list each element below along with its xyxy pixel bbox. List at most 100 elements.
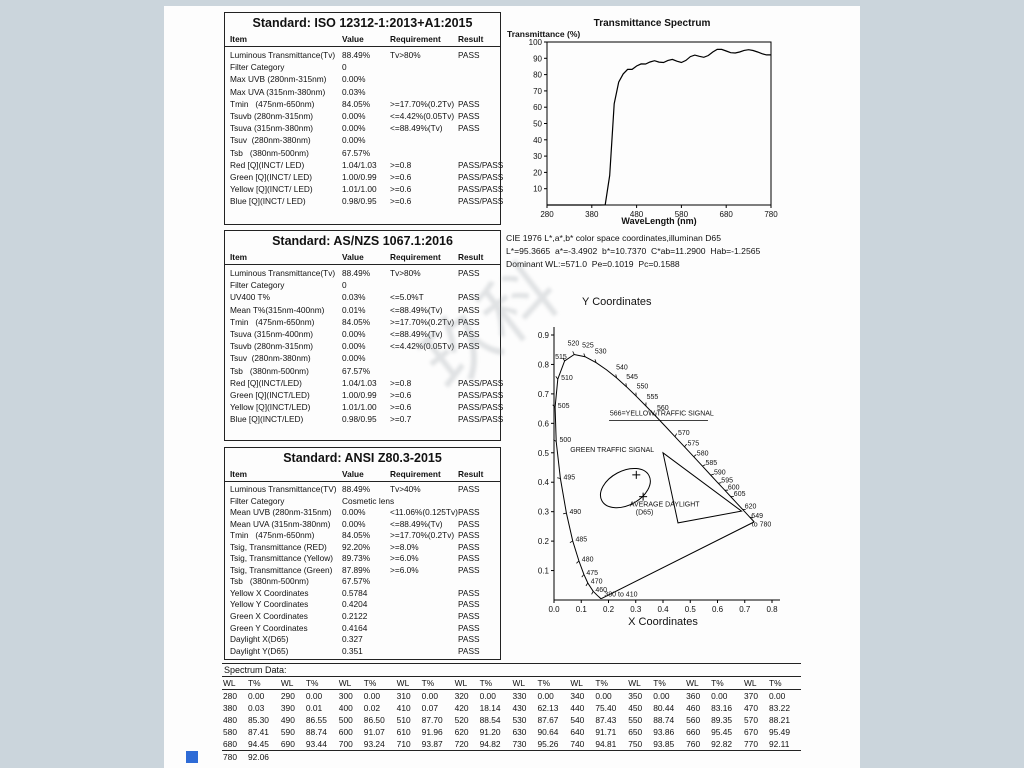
table-cell: Red [Q](INCT/LED) bbox=[230, 377, 302, 388]
spectrum-cell: 92.06 bbox=[248, 752, 269, 762]
table-row: Green X Coordinates 0.2122 PASS bbox=[225, 611, 500, 623]
table-cell: 87.89% bbox=[342, 564, 371, 575]
y-tick-label: 0.2 bbox=[538, 537, 550, 546]
results-table: Item Value Requirement Result Luminous Trans… bbox=[225, 251, 504, 425]
table-cell: Tsb (380nm-500nm) bbox=[230, 365, 309, 376]
table-cell: 84.05% bbox=[342, 530, 371, 541]
spectrum-cell: 0.00 bbox=[421, 691, 438, 701]
locus-label: 475 bbox=[586, 570, 598, 577]
locus-label: (D65) bbox=[636, 510, 654, 517]
spectrum-cell: 590 bbox=[280, 727, 295, 737]
table-cell: 67.57% bbox=[342, 365, 371, 376]
spectrum-cell bbox=[338, 751, 363, 763]
locus-tick bbox=[684, 443, 687, 448]
spectrum-cell: WL bbox=[744, 678, 757, 688]
y-tick-label: 0.5 bbox=[538, 449, 550, 458]
spectrum-cell: 0.00 bbox=[711, 691, 728, 701]
table-cell: 0.00% bbox=[342, 123, 366, 134]
spectrum-cell: 91.71 bbox=[595, 727, 617, 737]
spectrum-cell: 95.49 bbox=[769, 727, 790, 737]
x-tick-label: 480 bbox=[630, 210, 644, 219]
standard-table-iso12312: Standard: ISO 12312-1:2013+A1:2015 Item V… bbox=[224, 12, 504, 225]
purple-boundary bbox=[601, 521, 755, 599]
spectrum-cell bbox=[652, 751, 685, 763]
x-tick-label: 0.5 bbox=[685, 605, 697, 614]
spectrum-cell: 0.02 bbox=[363, 703, 381, 713]
spectral-locus bbox=[554, 353, 755, 600]
spectrum-cell: T% bbox=[537, 678, 551, 688]
table-cell: <=88.49%(Tv) bbox=[390, 123, 443, 134]
spectrum-cell: 500 bbox=[338, 715, 353, 725]
column-header: Result bbox=[458, 469, 484, 479]
spectrum-cell bbox=[569, 751, 594, 763]
locus-label: 600 bbox=[728, 485, 740, 492]
spectrum-cell: 75.40 bbox=[595, 703, 617, 713]
table-cell: Green [Q](INCT/LED) bbox=[230, 389, 310, 400]
table-cell: >=0.6 bbox=[390, 402, 412, 413]
locus-label: 460 bbox=[595, 587, 607, 594]
x-tick-label: 0.1 bbox=[576, 605, 588, 614]
x-tick-label: 580 bbox=[675, 210, 689, 219]
table-cell: 0.03% bbox=[342, 86, 366, 97]
table-cell: Yellow [Q](INCT/LED) bbox=[230, 402, 311, 413]
table-row: Yellow X Coordinates 0.5784 PASS bbox=[225, 588, 500, 600]
table-cell bbox=[458, 134, 502, 146]
table-cell: >=0.6 bbox=[390, 184, 412, 195]
table-cell: 92.20% bbox=[342, 541, 371, 552]
spectrum-cell: 0.00 bbox=[595, 691, 612, 701]
spectrum-data-table: WL T% WL T% WL T% WL T% WL T% WL T% WL T% WL T% WL T% WL T%… bbox=[222, 677, 801, 763]
spectrum-cell: T% bbox=[595, 678, 608, 688]
table-cell: Tsig, Transmittance (Yellow) bbox=[230, 553, 333, 564]
spectrum-cell: 0.00 bbox=[769, 691, 786, 701]
table-row: Tmin (475nm-650nm) 84.05% >=17.70%(0.2Tv) P… bbox=[225, 530, 500, 542]
spectrum-cell: 740 bbox=[570, 739, 585, 749]
column-header: Requirement bbox=[390, 469, 441, 479]
table-cell: 67.57% bbox=[342, 576, 371, 587]
y-tick-label: 60 bbox=[533, 103, 542, 112]
spectrum-cell: 0.00 bbox=[479, 691, 496, 701]
standard-title: Standard: ANSI Z80.3-2015 bbox=[283, 451, 442, 465]
standard-title: Standard: ISO 12312-1:2013+A1:2015 bbox=[252, 16, 473, 30]
column-header: Result bbox=[458, 34, 484, 44]
spectrum-cell: 330 bbox=[512, 691, 527, 701]
spectrum-cell: 300 bbox=[338, 691, 353, 701]
spectrum-cell: 94.45 bbox=[248, 739, 269, 749]
spectrum-cell: WL bbox=[396, 678, 410, 688]
locus-label: 545 bbox=[626, 374, 638, 381]
spectrum-cell: T% bbox=[305, 678, 319, 688]
spectrum-cell: 93.87 bbox=[421, 739, 443, 749]
taskbar-icon[interactable] bbox=[186, 751, 198, 763]
spectrum-cell: 0.03 bbox=[248, 703, 265, 713]
spectrum-cell: 660 bbox=[686, 727, 701, 737]
table-cell: Filter Category bbox=[230, 62, 285, 73]
column-header: Value bbox=[342, 469, 364, 479]
spectrum-cell bbox=[594, 751, 627, 763]
spectrum-cell: 530 bbox=[512, 715, 527, 725]
spectrum-cell: WL bbox=[338, 678, 352, 688]
spectrum-cell: 91.20 bbox=[479, 727, 501, 737]
spectrum-cell: 280 bbox=[223, 691, 237, 701]
table-cell: PASS/PASS bbox=[458, 389, 504, 400]
y-tick-label: 80 bbox=[533, 71, 542, 80]
spectrum-cell: 87.41 bbox=[248, 727, 269, 737]
spectrum-cell: 320 bbox=[454, 691, 469, 701]
table-cell: PASS/PASS bbox=[458, 171, 504, 182]
locus-tick bbox=[655, 412, 657, 417]
table-cell: >=17.70%(0.2Tv) bbox=[390, 530, 455, 541]
spectrum-header-row: WL T% WL T% WL T% WL T% WL T% WL T% WL T% WL T% WL T% WL T% bbox=[222, 677, 801, 690]
table-row: Tsig, Transmittance (Yellow) 89.73% >=6.0%… bbox=[225, 553, 500, 565]
locus-tick bbox=[702, 464, 706, 467]
table-cell: PASS bbox=[458, 541, 480, 552]
locus-tick bbox=[615, 374, 617, 378]
spectrum-cell: 0.01 bbox=[305, 703, 323, 713]
column-header: Value bbox=[342, 34, 364, 44]
table-cell: PASS/PASS bbox=[458, 196, 504, 207]
table-cell bbox=[390, 73, 458, 85]
table-cell: >=17.70%(0.2Tv) bbox=[390, 98, 455, 109]
standard-table-asnzs1067: Standard: AS/NZS 1067.1:2016 Item Value Re… bbox=[224, 230, 504, 441]
standard-title: Standard: AS/NZS 1067.1:2016 bbox=[272, 234, 453, 248]
table-row: Filter Category 0 bbox=[225, 61, 500, 73]
table-row: Red [Q](INCT/LED) 1.04/1.03 >=0.8 PASS/PASS bbox=[225, 377, 503, 389]
table-cell: Daylight Y(D65) bbox=[230, 645, 289, 656]
table-cell: PASS bbox=[458, 530, 480, 541]
